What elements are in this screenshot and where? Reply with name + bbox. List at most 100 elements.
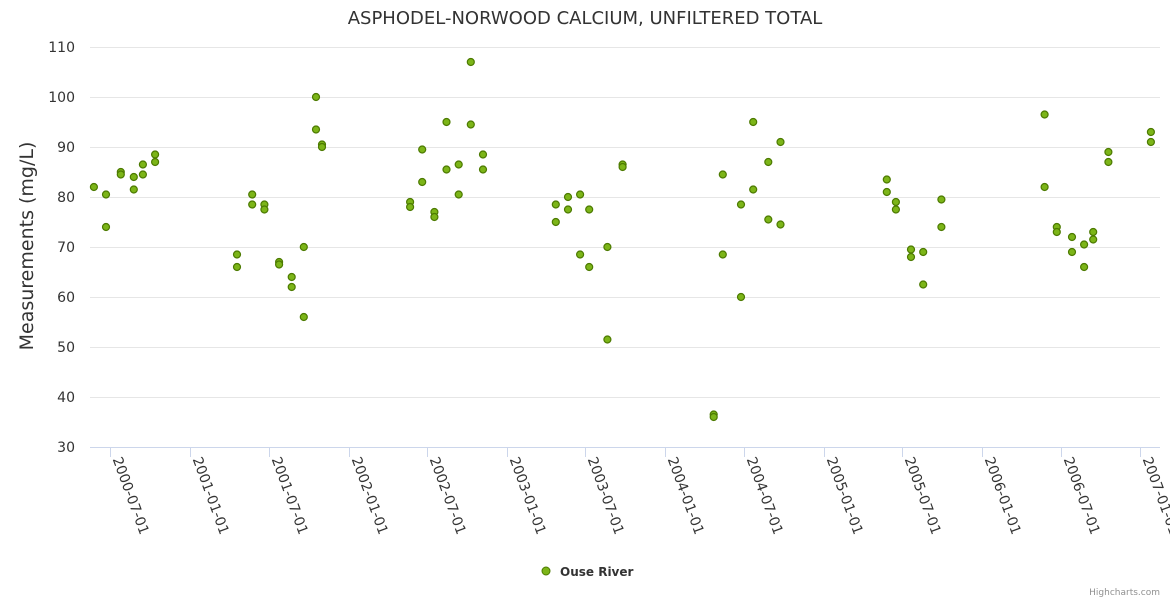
data-point[interactable] xyxy=(248,190,257,199)
data-point[interactable] xyxy=(1079,262,1089,272)
data-point[interactable] xyxy=(1052,227,1061,237)
data-point[interactable] xyxy=(776,137,785,147)
data-points xyxy=(89,57,1156,422)
data-point[interactable] xyxy=(618,162,627,172)
x-tick-label: 2004-07-01 xyxy=(743,455,786,537)
data-point[interactable] xyxy=(937,195,946,204)
data-point[interactable] xyxy=(287,272,296,282)
data-point[interactable] xyxy=(317,142,327,152)
data-point[interactable] xyxy=(1040,110,1049,119)
data-point[interactable] xyxy=(891,205,901,214)
data-point[interactable] xyxy=(1104,147,1113,157)
data-point[interactable] xyxy=(248,200,257,209)
data-point[interactable] xyxy=(275,260,284,269)
data-point[interactable] xyxy=(478,150,488,159)
data-point[interactable] xyxy=(919,247,928,257)
data-point[interactable] xyxy=(299,242,308,252)
data-point[interactable] xyxy=(764,215,773,224)
y-tick-label: 100 xyxy=(48,90,75,106)
data-point[interactable] xyxy=(1104,157,1113,167)
data-point[interactable] xyxy=(311,92,321,102)
data-point[interactable] xyxy=(129,185,138,194)
data-point[interactable] xyxy=(101,222,111,232)
data-point[interactable] xyxy=(585,262,594,272)
data-point[interactable] xyxy=(232,250,242,259)
data-point[interactable] xyxy=(891,197,901,207)
data-point[interactable] xyxy=(603,242,612,252)
data-point[interactable] xyxy=(454,160,463,169)
data-point[interactable] xyxy=(776,220,785,229)
data-point[interactable] xyxy=(311,125,321,134)
data-point[interactable] xyxy=(718,170,727,179)
y-tick-label: 110 xyxy=(48,40,75,56)
data-point[interactable] xyxy=(906,252,916,262)
y-tick-label: 50 xyxy=(57,340,75,356)
y-axis-ticks: 30 40 50 60 70 80 90 100 110 xyxy=(48,40,75,456)
legend-marker xyxy=(541,566,551,576)
data-point[interactable] xyxy=(906,245,916,254)
data-point[interactable] xyxy=(138,160,147,169)
data-point[interactable] xyxy=(466,120,475,129)
data-point[interactable] xyxy=(138,170,147,179)
data-point[interactable] xyxy=(418,177,427,187)
y-axis-label: Measurements (mg/L) xyxy=(16,142,38,351)
data-point[interactable] xyxy=(919,280,928,289)
data-point[interactable] xyxy=(749,185,758,194)
data-point[interactable] xyxy=(442,117,451,127)
data-point[interactable] xyxy=(749,117,758,127)
data-point[interactable] xyxy=(718,250,727,259)
data-point[interactable] xyxy=(603,335,612,344)
data-point[interactable] xyxy=(1089,227,1098,237)
data-point[interactable] xyxy=(260,205,269,214)
data-point[interactable] xyxy=(89,182,99,192)
y-tick-label: 30 xyxy=(57,440,75,456)
data-point[interactable] xyxy=(551,200,560,209)
y-tick-label: 60 xyxy=(57,290,75,306)
data-point[interactable] xyxy=(299,312,308,322)
data-point[interactable] xyxy=(129,172,138,182)
data-point[interactable] xyxy=(882,175,891,184)
y-tick-label: 70 xyxy=(57,240,75,256)
data-point[interactable] xyxy=(551,217,560,227)
x-tick-label: 2004-01-01 xyxy=(664,455,707,537)
data-point[interactable] xyxy=(882,187,891,197)
legend[interactable]: Ouse River xyxy=(541,565,634,579)
data-point[interactable] xyxy=(116,170,125,179)
data-point[interactable] xyxy=(430,212,439,222)
data-point[interactable] xyxy=(287,282,296,292)
data-point[interactable] xyxy=(466,57,475,67)
credits[interactable]: Highcharts.com xyxy=(1089,588,1160,598)
data-point[interactable] xyxy=(764,157,773,167)
data-point[interactable] xyxy=(232,262,242,272)
data-point[interactable] xyxy=(585,205,594,214)
data-point[interactable] xyxy=(709,412,718,422)
data-point[interactable] xyxy=(575,250,585,259)
data-point[interactable] xyxy=(1067,232,1077,242)
x-tick-label: 2005-07-01 xyxy=(901,455,944,537)
data-point[interactable] xyxy=(418,145,427,154)
data-point[interactable] xyxy=(1089,235,1098,244)
data-point[interactable] xyxy=(478,165,488,174)
data-point[interactable] xyxy=(1079,240,1089,249)
data-point[interactable] xyxy=(937,222,946,232)
x-tick-label: 2007-01-01 xyxy=(1139,455,1170,537)
data-point[interactable] xyxy=(575,190,585,199)
data-point[interactable] xyxy=(563,192,573,202)
data-point[interactable] xyxy=(1146,137,1156,147)
data-point[interactable] xyxy=(736,292,746,302)
data-point[interactable] xyxy=(151,150,160,159)
data-point[interactable] xyxy=(442,165,451,174)
x-tick-label: 2002-01-01 xyxy=(348,455,391,537)
data-point[interactable] xyxy=(1067,247,1077,257)
x-axis-ticks: 2000-07-01 2001-01-01 2001-07-01 2002-01-01… xyxy=(109,447,1170,537)
x-tick-label: 2003-07-01 xyxy=(584,455,627,537)
data-point[interactable] xyxy=(406,202,415,212)
data-point[interactable] xyxy=(736,200,746,209)
gridlines xyxy=(90,47,1160,398)
data-point[interactable] xyxy=(563,205,573,214)
data-point[interactable] xyxy=(1040,182,1049,192)
data-point[interactable] xyxy=(454,190,463,199)
data-point[interactable] xyxy=(151,157,160,167)
data-point[interactable] xyxy=(101,190,111,199)
data-point[interactable] xyxy=(1146,127,1156,137)
